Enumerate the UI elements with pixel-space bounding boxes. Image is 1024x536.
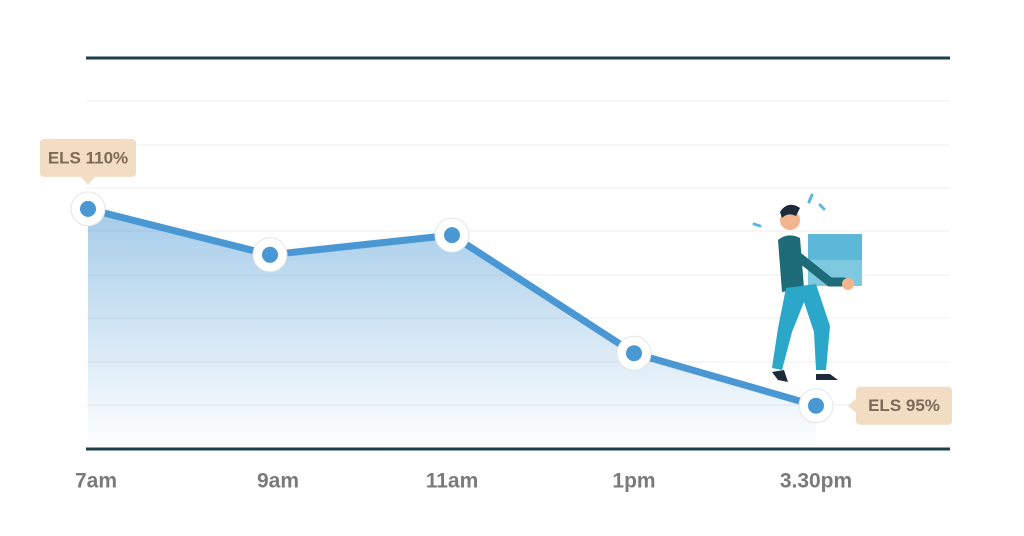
marker xyxy=(262,246,278,263)
x-tick-label: 7am xyxy=(75,470,117,493)
x-tick-label: 3.30pm xyxy=(780,470,852,493)
torso xyxy=(778,235,804,292)
x-tick-label: 1pm xyxy=(612,470,655,493)
legs xyxy=(772,284,830,370)
value-label: ELS 110% xyxy=(40,138,136,185)
sweat xyxy=(752,193,826,228)
value-label-text: ELS 95% xyxy=(868,396,940,415)
label-pointer xyxy=(81,176,95,185)
hand xyxy=(842,278,854,290)
marker xyxy=(808,397,824,414)
label-box xyxy=(40,138,136,177)
x-tick-label: 9am xyxy=(257,470,299,493)
marker xyxy=(80,200,96,217)
value-label: ELS 95% xyxy=(848,386,952,425)
plot: 7am 9am 11am 1pm 3.30pm ELS 110% ELS 95% xyxy=(40,138,952,493)
value-label-text: ELS 110% xyxy=(48,148,128,167)
shoes xyxy=(772,370,838,382)
label-box xyxy=(856,386,952,425)
label-pointer xyxy=(848,398,856,413)
x-tick-label: 11am xyxy=(426,470,479,493)
marker xyxy=(626,345,642,362)
illustration xyxy=(752,193,862,382)
hair xyxy=(780,204,800,218)
marker xyxy=(444,227,460,244)
arm xyxy=(785,245,849,287)
